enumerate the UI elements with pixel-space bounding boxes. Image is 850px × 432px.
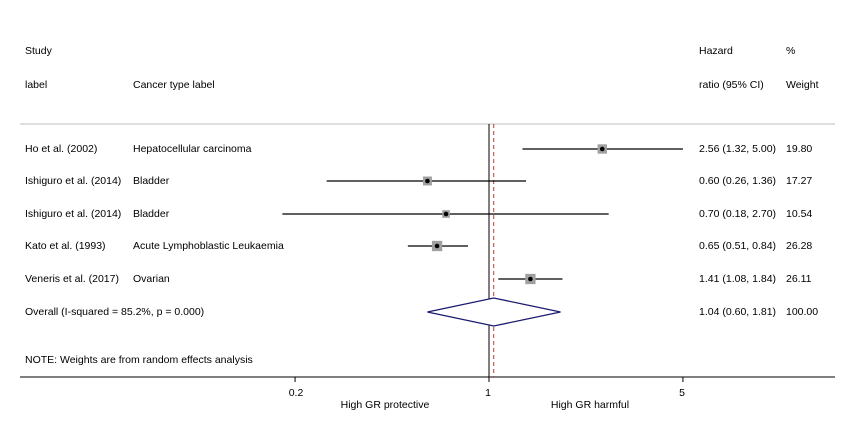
overall-diamond <box>427 297 561 327</box>
header-study: Study <box>25 45 52 57</box>
overall-label: Overall (I-squared = 85.2%, p = 0.000) <box>25 306 205 318</box>
x-tick-label: 5 <box>679 387 685 399</box>
weight-value: 10.54 <box>786 208 813 220</box>
x-label-protective: High GR protective <box>340 399 430 411</box>
weights-note: NOTE: Weights are from random effects an… <box>25 354 253 366</box>
cancer-type-label: Hepatocellular carcinoma <box>133 143 252 155</box>
x-tick-label: 1 <box>485 387 491 399</box>
cancer-type-label: Acute Lymphoblastic Leukaemia <box>133 240 284 252</box>
point-estimate <box>434 243 440 249</box>
overall-weight-value: 100.00 <box>786 306 819 318</box>
point-estimate <box>528 276 533 282</box>
weight-value: 26.28 <box>786 240 813 252</box>
cancer-type-label: Bladder <box>133 175 170 187</box>
point-estimate <box>443 211 449 217</box>
hr-ci-value: 0.65 (0.51, 0.84) <box>699 240 777 252</box>
hr-ci-value: 0.70 (0.18, 2.70) <box>699 208 777 220</box>
point-estimate <box>599 146 605 152</box>
x-label-harmful: High GR harmful <box>550 399 630 411</box>
hr-ci-value: 1.41 (1.08, 1.84) <box>699 273 777 285</box>
cancer-type-label: Ovarian <box>133 273 170 285</box>
overall-hr-ci-value: 1.04 (0.60, 1.81) <box>699 306 777 318</box>
header-cancer-type: Cancer type label <box>133 79 215 91</box>
study-label: Ishiguro et al. (2014) <box>25 175 122 187</box>
x-tick-label: 0.2 <box>288 387 304 399</box>
header-label: label <box>25 79 48 91</box>
study-label: Ho et al. (2002) <box>25 143 98 155</box>
header-percent: % <box>786 45 796 57</box>
weight-value: 19.80 <box>786 143 813 155</box>
study-label: Kato et al. (1993) <box>25 240 106 252</box>
weight-value: 17.27 <box>786 175 813 187</box>
hr-ci-value: 0.60 (0.26, 1.36) <box>699 175 777 187</box>
header-weight: Weight <box>786 79 819 91</box>
point-estimate <box>425 178 430 184</box>
header-hazard: Hazard <box>699 45 733 57</box>
cancer-type-label: Bladder <box>133 208 170 220</box>
weight-value: 26.11 <box>786 273 812 285</box>
study-label: Veneris et al. (2017) <box>25 273 119 285</box>
header-hazard-ci: ratio (95% CI) <box>699 79 764 91</box>
study-label: Ishiguro et al. (2014) <box>25 208 122 220</box>
hr-ci-value: 2.56 (1.32, 5.00) <box>699 143 777 155</box>
